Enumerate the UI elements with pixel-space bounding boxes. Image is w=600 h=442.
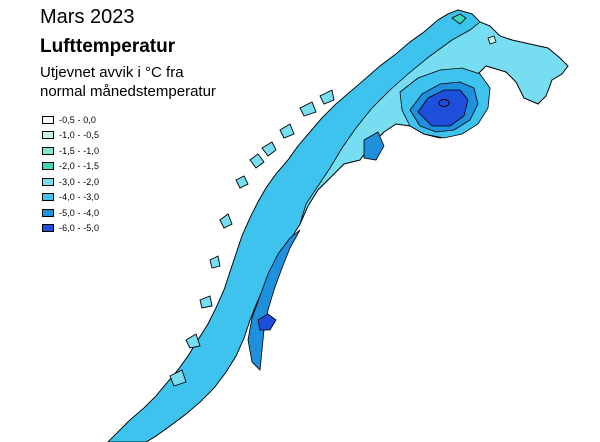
legend-item: -1,0 - -0,5 xyxy=(42,128,99,144)
description-line-1: Utjevnet avvik i °C fra xyxy=(40,64,184,81)
legend-swatch xyxy=(42,146,54,155)
description-line-2: normal månedstemperatur xyxy=(40,83,216,100)
legend-label: -4,0 - -3,0 xyxy=(59,192,100,203)
legend-item: -1,5 - -1,0 xyxy=(42,143,99,159)
legend-swatch xyxy=(42,224,54,233)
legend-item: -6,0 - -5,0 xyxy=(42,221,99,237)
landmass-zone-medium xyxy=(107,9,481,442)
island-green xyxy=(451,13,467,25)
island-light xyxy=(487,35,497,45)
legend-item: -0,5 - 0,0 xyxy=(42,112,99,128)
inland-patch xyxy=(363,131,385,161)
legend-item: -5,0 - -4,0 xyxy=(42,205,99,221)
map-description: Utjevnet avvik i °C fra normal månedstem… xyxy=(40,63,270,101)
legend-item: -3,0 - -2,0 xyxy=(42,174,99,190)
inland-coldest-spot xyxy=(257,313,277,331)
legend-label: -0,5 - 0,0 xyxy=(59,114,97,125)
coastline-details xyxy=(169,89,335,387)
legend-swatch xyxy=(42,177,54,186)
legend-swatch xyxy=(42,162,54,171)
map-subtitle: Lufttemperatur xyxy=(40,36,176,57)
legend: -0,5 - 0,0 -1,0 - -0,5 -1,5 - -1,0 -2,0 … xyxy=(42,112,99,236)
legend-label: -2,0 - -1,5 xyxy=(59,161,100,172)
legend-swatch xyxy=(42,115,54,124)
legend-label: -3,0 - -2,0 xyxy=(59,176,100,187)
legend-label: -1,5 - -1,0 xyxy=(59,145,100,156)
legend-item: -4,0 - -3,0 xyxy=(42,190,99,206)
legend-swatch xyxy=(42,208,54,217)
legend-item: -2,0 - -1,5 xyxy=(42,159,99,175)
finnmark-coldest-zone xyxy=(417,89,469,127)
legend-label: -5,0 - -4,0 xyxy=(59,207,100,218)
lake-marker xyxy=(438,99,450,107)
legend-swatch xyxy=(42,131,54,140)
inland-cold-band xyxy=(247,229,301,371)
map-title: Mars 2023 xyxy=(40,6,135,28)
legend-label: -1,0 - -0,5 xyxy=(59,130,100,141)
legend-label: -6,0 - -5,0 xyxy=(59,223,100,234)
legend-swatch xyxy=(42,193,54,202)
